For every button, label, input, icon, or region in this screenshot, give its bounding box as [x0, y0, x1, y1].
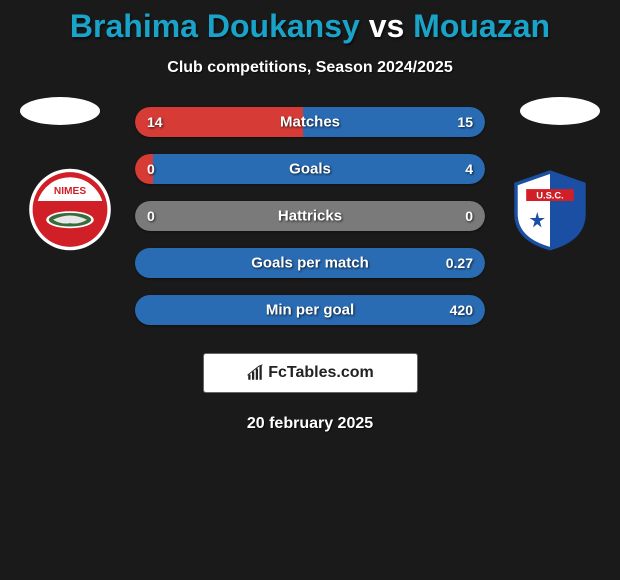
player1-pill	[20, 97, 100, 125]
chart-icon	[246, 364, 264, 382]
stat-label: Goals per match	[135, 255, 485, 272]
svg-text:U.S.C.: U.S.C.	[536, 190, 564, 200]
comparison-title: Brahima Doukansy vs Mouazan	[0, 0, 620, 45]
nimes-badge-icon: NIMES	[20, 167, 120, 252]
svg-text:NIMES: NIMES	[54, 186, 86, 197]
vs-text: vs	[369, 8, 405, 44]
stat-label: Matches	[135, 114, 485, 131]
stat-row: 0.27Goals per match	[135, 248, 485, 278]
subtitle: Club competitions, Season 2024/2025	[0, 59, 620, 77]
stat-label: Hattricks	[135, 208, 485, 225]
stat-row: 00Hattricks	[135, 201, 485, 231]
club-badge-left: NIMES	[20, 167, 120, 252]
fctables-label: FcTables.com	[268, 364, 374, 382]
stat-row: 1415Matches	[135, 107, 485, 137]
stats-content: NIMES U.S.C. 1415Matches 04Goals 00Hattric…	[0, 107, 620, 325]
date: 20 february 2025	[0, 415, 620, 433]
stat-label: Goals	[135, 161, 485, 178]
concarneau-badge-icon: U.S.C.	[500, 167, 600, 252]
player1-name: Brahima Doukansy	[70, 8, 360, 44]
stat-row: 04Goals	[135, 154, 485, 184]
stat-rows: 1415Matches 04Goals 00Hattricks 0.27Goals p…	[135, 107, 485, 325]
stat-row: 420Min per goal	[135, 295, 485, 325]
fctables-watermark: FcTables.com	[203, 353, 418, 393]
player2-name: Mouazan	[413, 8, 550, 44]
club-badge-right: U.S.C.	[500, 167, 600, 252]
player2-pill	[520, 97, 600, 125]
stat-label: Min per goal	[135, 302, 485, 319]
